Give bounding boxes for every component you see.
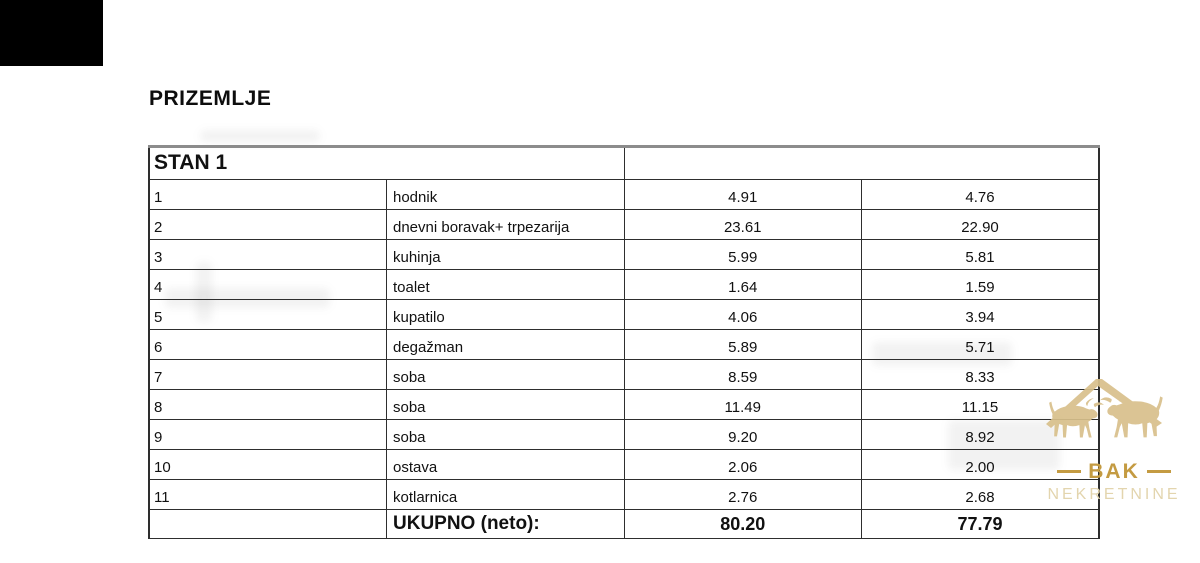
row-number: 8	[148, 389, 387, 420]
row-number: 7	[148, 359, 387, 390]
total-value-1: 80.20	[623, 509, 862, 539]
room-name: kupatilo	[386, 299, 625, 330]
roof-icon	[1046, 379, 1162, 428]
area-value-1: 9.20	[623, 419, 862, 450]
table-row: 7 soba 8.59 8.33	[148, 359, 1100, 390]
table-row: 4 toalet 1.64 1.59	[148, 269, 1100, 300]
row-number: 4	[148, 269, 387, 300]
table-row: 1 hodnik 4.91 4.76	[148, 179, 1100, 210]
ghost-watermark-smudge	[200, 130, 320, 142]
row-number: 11	[148, 479, 387, 510]
area-value-1: 1.64	[623, 269, 862, 300]
row-number: 6	[148, 329, 387, 360]
area-value-1: 4.91	[623, 179, 862, 210]
area-table: STAN 1 1 hodnik 4.91 4.76 2 dnevni borav…	[148, 145, 1100, 539]
area-value-2: 1.59	[861, 269, 1100, 300]
row-number: 9	[148, 419, 387, 450]
row-number: 5	[148, 299, 387, 330]
area-value-1: 2.76	[623, 479, 862, 510]
table-row: 5 kupatilo 4.06 3.94	[148, 299, 1100, 330]
area-value-2: 4.76	[861, 179, 1100, 210]
brand-dash-left	[1057, 470, 1082, 473]
table-total-row: UKUPNO (neto): 80.20 77.79	[148, 509, 1100, 539]
table-row: 3 kuhinja 5.99 5.81	[148, 239, 1100, 270]
room-name: kotlarnica	[386, 479, 625, 510]
area-value-1: 8.59	[623, 359, 862, 390]
room-name: kuhinja	[386, 239, 625, 270]
page-title: PRIZEMLJE	[149, 87, 272, 110]
room-name: toalet	[386, 269, 625, 300]
row-number: 3	[148, 239, 387, 270]
area-value-1: 5.89	[623, 329, 862, 360]
total-label: UKUPNO (neto):	[386, 509, 625, 539]
area-value-1: 5.99	[623, 239, 862, 270]
area-value-2: 5.71	[861, 329, 1100, 360]
row-number: 10	[148, 449, 387, 480]
row-number: 1	[148, 179, 387, 210]
table-row: 6 degažman 5.89 5.71	[148, 329, 1100, 360]
area-value-1: 23.61	[623, 209, 862, 240]
table-row: 10 ostava 2.06 2.00	[148, 449, 1100, 480]
brand-name-line: BAK	[1028, 460, 1200, 484]
table-row: 8 soba 11.49 11.15	[148, 389, 1100, 420]
brand-name: BAK	[1088, 460, 1140, 483]
room-name: soba	[386, 389, 625, 420]
room-name: ostava	[386, 449, 625, 480]
bull-icon	[1049, 398, 1104, 438]
bulls-roof-icon	[1046, 379, 1163, 438]
room-name: soba	[386, 359, 625, 390]
row-number: 2	[148, 209, 387, 240]
brand-watermark: BAK NEKRETNINE	[1028, 372, 1200, 517]
brand-subtitle: NEKRETNINE	[1047, 486, 1181, 503]
table-header-row: STAN 1	[148, 145, 1100, 180]
total-empty-cell	[148, 509, 387, 539]
area-value-1: 4.06	[623, 299, 862, 330]
bull-icon	[1100, 392, 1163, 438]
area-value-1: 2.06	[623, 449, 862, 480]
area-value-2: 2.00	[861, 449, 1100, 480]
area-value-2: 5.81	[861, 239, 1100, 270]
area-value-1: 11.49	[623, 389, 862, 420]
room-name: soba	[386, 419, 625, 450]
table-row: 2 dnevni boravak+ trpezarija 23.61 22.90	[148, 209, 1100, 240]
apartment-title-cell: STAN 1	[148, 145, 625, 180]
room-name: degažman	[386, 329, 625, 360]
area-value-2: 3.94	[861, 299, 1100, 330]
header-empty-cell	[623, 145, 1100, 180]
area-value-2: 2.68	[861, 479, 1100, 510]
total-value-2: 77.79	[861, 509, 1100, 539]
table-row: 11 kotlarnica 2.76 2.68	[148, 479, 1100, 510]
screen-corner-black-patch	[0, 0, 103, 66]
brand-dash-right	[1146, 470, 1171, 473]
table-row: 9 soba 9.20 8.92	[148, 419, 1100, 450]
area-value-2: 22.90	[861, 209, 1100, 240]
room-name: dnevni boravak+ trpezarija	[386, 209, 625, 240]
room-name: hodnik	[386, 179, 625, 210]
